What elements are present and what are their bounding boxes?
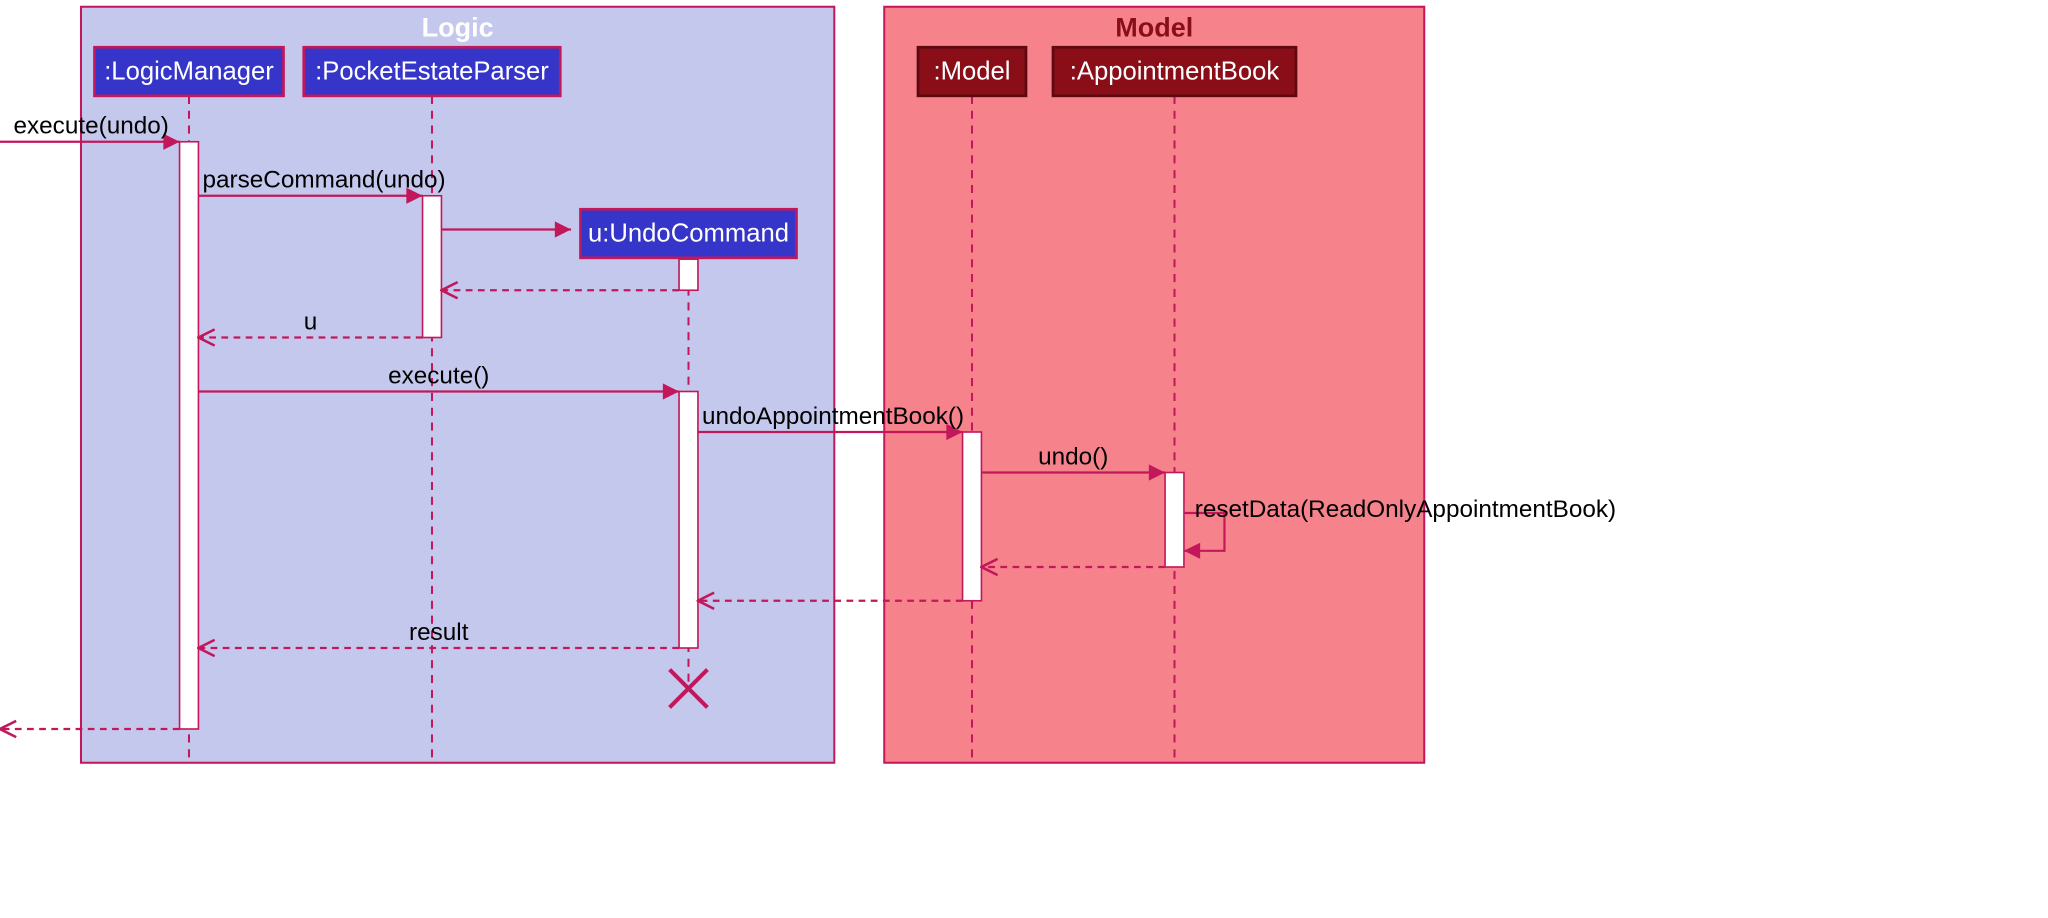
message-label-11: result: [409, 619, 469, 646]
activation-model-4: [963, 432, 982, 601]
activation-appointmentBook-5: [1165, 473, 1184, 568]
participant-label-undoCommand: u:UndoCommand: [588, 220, 789, 248]
participant-label-model: :Model: [934, 58, 1011, 86]
model-frame-title: Model: [1115, 12, 1193, 42]
model-frame: [884, 7, 1424, 763]
activation-parser-1: [423, 196, 442, 338]
message-label-0: execute(undo): [14, 113, 169, 140]
message-label-1: parseCommand(undo): [203, 167, 446, 194]
participant-label-appointmentBook: :AppointmentBook: [1070, 58, 1280, 86]
activation-logicManager-0: [180, 142, 199, 729]
activation-undoCommand-2: [679, 259, 698, 290]
participant-label-parser: :PocketEstateParser: [315, 58, 549, 86]
message-label-8: resetData(ReadOnlyAppointmentBook): [1195, 496, 1616, 523]
sequence-diagram: Logic Model :LogicManager :PocketEstatePars…: [0, 0, 2048, 918]
message-label-5: execute(): [388, 362, 489, 389]
logic-frame-title: Logic: [422, 12, 494, 42]
message-label-7: undo(): [1038, 443, 1108, 470]
message-label-6: undoAppointmentBook(): [702, 403, 964, 430]
message-label-4: u: [304, 308, 318, 335]
activation-undoCommand-3: [679, 392, 698, 649]
participant-label-logicManager: :LogicManager: [104, 58, 274, 86]
